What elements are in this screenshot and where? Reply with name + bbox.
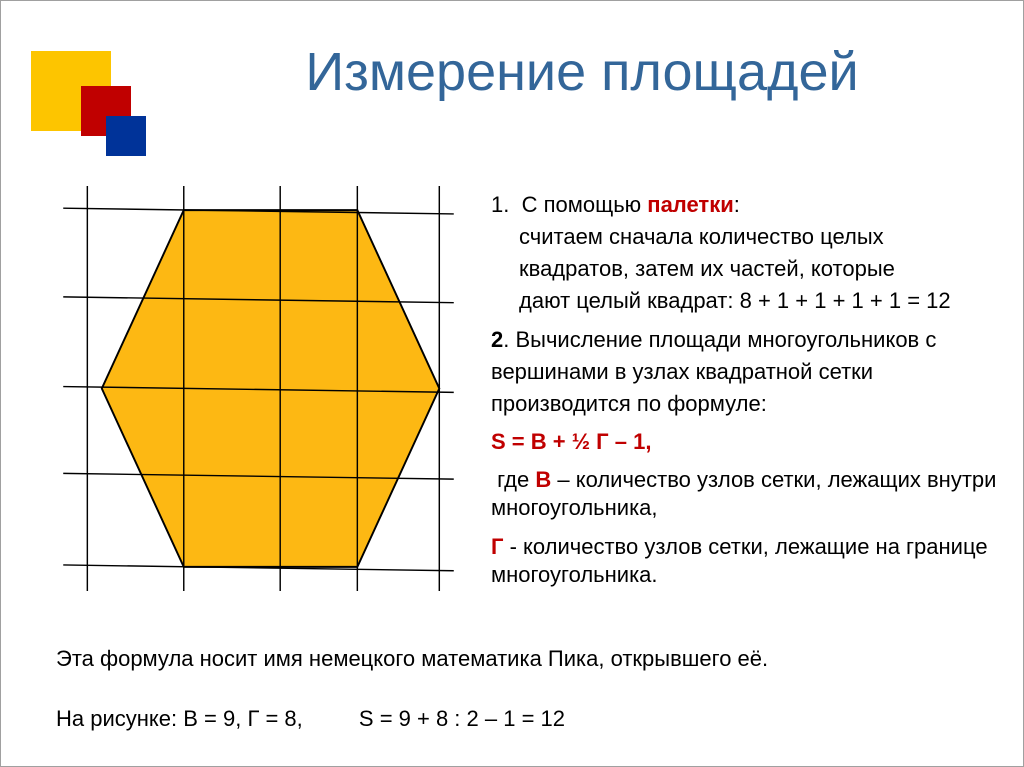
item1-highlight: палетки	[647, 192, 733, 217]
item1-line3: квадратов, затем их частей, которые	[491, 255, 1005, 283]
item1-line1: 1. С помощью палетки:	[491, 191, 1005, 219]
where-g-post: - количество узлов сетки, лежащие на гра…	[491, 534, 988, 587]
where-g: Г - количество узлов сетки, лежащие на г…	[491, 533, 1005, 589]
footer-line2: На рисунке: В = 9, Г = 8, S = 9 + 8 : 2 …	[56, 706, 983, 732]
page-title: Измерение площадей	[181, 41, 983, 103]
formula: S = В + ½ Г – 1,	[491, 428, 1005, 456]
item1-number: 1.	[491, 192, 509, 217]
item1-line4: дают целый квадрат: 8 + 1 + 1 + 1 + 1 = …	[491, 287, 1005, 315]
hexagon-grid-diagram	[56, 186, 461, 591]
where-b-sym: В	[535, 467, 551, 492]
item1-line2: считаем сначала количество целых	[491, 223, 1005, 251]
body-text: 1. С помощью палетки: считаем сначала ко…	[491, 191, 1005, 599]
footer-line1: Эта формула носит имя немецкого математи…	[56, 646, 983, 672]
item2-line2: вершинами в узлах квадратной сетки	[491, 358, 1005, 386]
item2-text1: . Вычисление площади многоугольников с	[503, 327, 936, 352]
where-b-pre: где	[497, 467, 535, 492]
item1-lead: С помощью	[522, 192, 648, 217]
item2-number: 2	[491, 327, 503, 352]
footer-line2a: На рисунке: В = 9, Г = 8,	[56, 706, 303, 731]
item2-line1: 2. Вычисление площади многоугольников с	[491, 326, 1005, 354]
where-b-post: – количество узлов сетки, лежащих внутри…	[491, 467, 996, 520]
item1-colon: :	[734, 192, 740, 217]
item2-line3: производится по формуле:	[491, 390, 1005, 418]
where-g-sym: Г	[491, 534, 503, 559]
footer-line2b: S = 9 + 8 : 2 – 1 = 12	[359, 706, 565, 732]
where-b: где В – количество узлов сетки, лежащих …	[491, 466, 1005, 522]
corner-decoration	[0, 41, 141, 171]
deco-square-blue	[106, 116, 146, 156]
